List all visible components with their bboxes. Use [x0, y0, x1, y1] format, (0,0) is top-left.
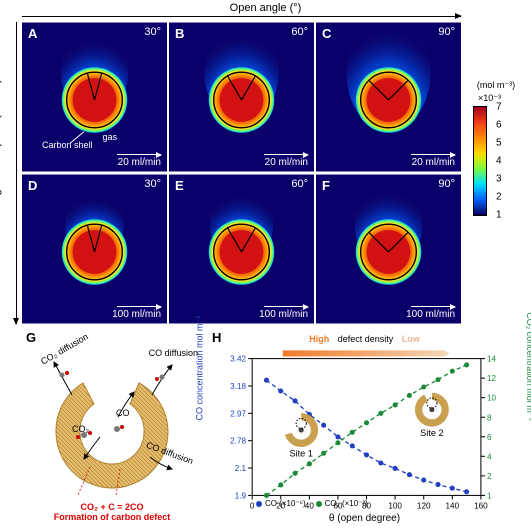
- colorbar: (mol m⁻³) ×10⁻³ 1234567: [467, 80, 525, 216]
- figure-root: Open angle (°) Carrier gas flow speed (m…: [0, 0, 531, 532]
- svg-text:2.97: 2.97: [230, 409, 246, 418]
- svg-text:6: 6: [487, 433, 492, 442]
- panel-flow: 100 ml/min: [406, 309, 455, 320]
- panel-letter: B: [175, 26, 184, 41]
- panel-flow: 20 ml/min: [265, 157, 308, 168]
- heatmap-panel-f: F 90° 100 ml/min: [316, 174, 461, 324]
- svg-text:2.78: 2.78: [230, 437, 246, 446]
- heatmap-panel-a: A 30° 20 ml/min Carbon shell gas: [22, 22, 167, 172]
- h-legend: CO (×10⁻⁶) CO₂ (×10⁻³): [256, 499, 368, 508]
- g-caption-text: Formation of carbon defect: [54, 512, 171, 522]
- svg-text:3.42: 3.42: [230, 355, 246, 364]
- panel-flow: 100 ml/min: [112, 309, 161, 320]
- h-label-mid: defect density: [338, 334, 394, 344]
- panel-flow: 20 ml/min: [412, 157, 455, 168]
- g-label-codiff-1: CO diffusion: [149, 348, 198, 358]
- panel-flow: 20 ml/min: [118, 157, 161, 168]
- h-y2label: CO₂ concentration mol m⁻³: [524, 312, 531, 420]
- panel-letter: D: [28, 178, 37, 193]
- panel-angle: 90°: [438, 178, 455, 190]
- g-label-co2: CO₂: [72, 424, 89, 434]
- panel-angle: 30°: [144, 26, 161, 38]
- annot-carbon-shell: Carbon shell: [42, 140, 93, 150]
- g-reaction: CO₂ + C = 2CO: [80, 502, 143, 512]
- legend-co: CO (×10⁻⁶): [256, 499, 306, 508]
- colorbar-bar: 1234567: [473, 106, 487, 216]
- heatmap-grid: A 30° 20 ml/min Carbon shell gas B 60° 20 ml/…: [22, 22, 461, 324]
- colorbar-tick: 2: [496, 192, 502, 203]
- svg-text:100: 100: [388, 502, 402, 511]
- panel-letter: C: [322, 26, 331, 41]
- svg-text:1: 1: [487, 491, 492, 500]
- panel-label-g: G: [26, 330, 36, 345]
- heatmap-panel-d: D 30° 100 ml/min: [22, 174, 167, 324]
- left-axis-label: Carrier gas flow speed (ml/min): [0, 79, 2, 232]
- flow-arrow: [411, 306, 455, 307]
- panel-flow: 100 ml/min: [259, 309, 308, 320]
- svg-text:2.1: 2.1: [235, 464, 247, 473]
- flow-arrow: [264, 154, 308, 155]
- svg-text:Site 1: Site 1: [289, 449, 312, 459]
- svg-text:8: 8: [487, 413, 492, 422]
- h-top-annotation: High defect density Low: [208, 334, 521, 344]
- svg-text:4: 4: [487, 452, 492, 461]
- heatmap-panel-c: C 90° 20 ml/min: [316, 22, 461, 172]
- panel-letter: F: [322, 178, 330, 193]
- colorbar-tick: 6: [496, 119, 502, 130]
- panel-g-caption: CO₂ + C = 2CO Formation of carbon defect: [22, 502, 202, 522]
- colorbar-tick: 3: [496, 173, 502, 184]
- bottom-row: G: [22, 330, 521, 524]
- top-axis-arrow: [22, 16, 461, 17]
- h-xlabel: θ (open degree): [208, 513, 521, 524]
- svg-text:0: 0: [250, 502, 255, 511]
- svg-text:1.9: 1.9: [235, 491, 247, 500]
- svg-text:2: 2: [487, 472, 492, 481]
- svg-text:10: 10: [487, 394, 497, 403]
- svg-text:14: 14: [487, 355, 497, 364]
- heatmap-panel-b: B 60° 20 ml/min: [169, 22, 314, 172]
- top-axis-label: Open angle (°): [0, 2, 531, 14]
- flow-arrow: [117, 306, 161, 307]
- panel-g: G: [22, 330, 202, 524]
- svg-text:3.18: 3.18: [230, 382, 246, 391]
- panel-letter: E: [175, 178, 184, 193]
- colorbar-tick: 1: [496, 210, 502, 221]
- h-label-low: Low: [402, 334, 420, 344]
- annot-gas: gas: [102, 132, 117, 142]
- legend-co2: CO₂ (×10⁻³): [316, 499, 368, 508]
- h-label-high: High: [309, 334, 329, 344]
- panel-angle: 90°: [438, 26, 455, 38]
- chart-h-svg: 0204060801001201401601.92.12.782.973.183…: [208, 330, 521, 524]
- flow-arrow: [411, 154, 455, 155]
- panel-angle: 60°: [291, 178, 308, 190]
- colorbar-tick: 5: [496, 137, 502, 148]
- panel-letter: A: [28, 26, 37, 41]
- svg-text:12: 12: [487, 374, 497, 383]
- panel-angle: 30°: [144, 178, 161, 190]
- heatmap-panel-e: E 60° 100 ml/min: [169, 174, 314, 324]
- g-label-co: CO: [116, 408, 130, 418]
- h-y1label: CO concentration mol m⁻³: [195, 316, 206, 421]
- panel-angle: 60°: [291, 26, 308, 38]
- colorbar-tick: 7: [496, 102, 502, 113]
- svg-text:Site 2: Site 2: [420, 428, 443, 438]
- svg-text:160: 160: [474, 502, 488, 511]
- panel-h: H High defect density Low 02040608010012…: [208, 330, 521, 524]
- svg-text:120: 120: [417, 502, 431, 511]
- flow-arrow: [117, 154, 161, 155]
- left-axis-arrow: [16, 22, 17, 324]
- colorbar-tick: 4: [496, 156, 502, 167]
- flow-arrow: [264, 306, 308, 307]
- svg-text:140: 140: [446, 502, 460, 511]
- colorbar-title: (mol m⁻³): [467, 80, 525, 91]
